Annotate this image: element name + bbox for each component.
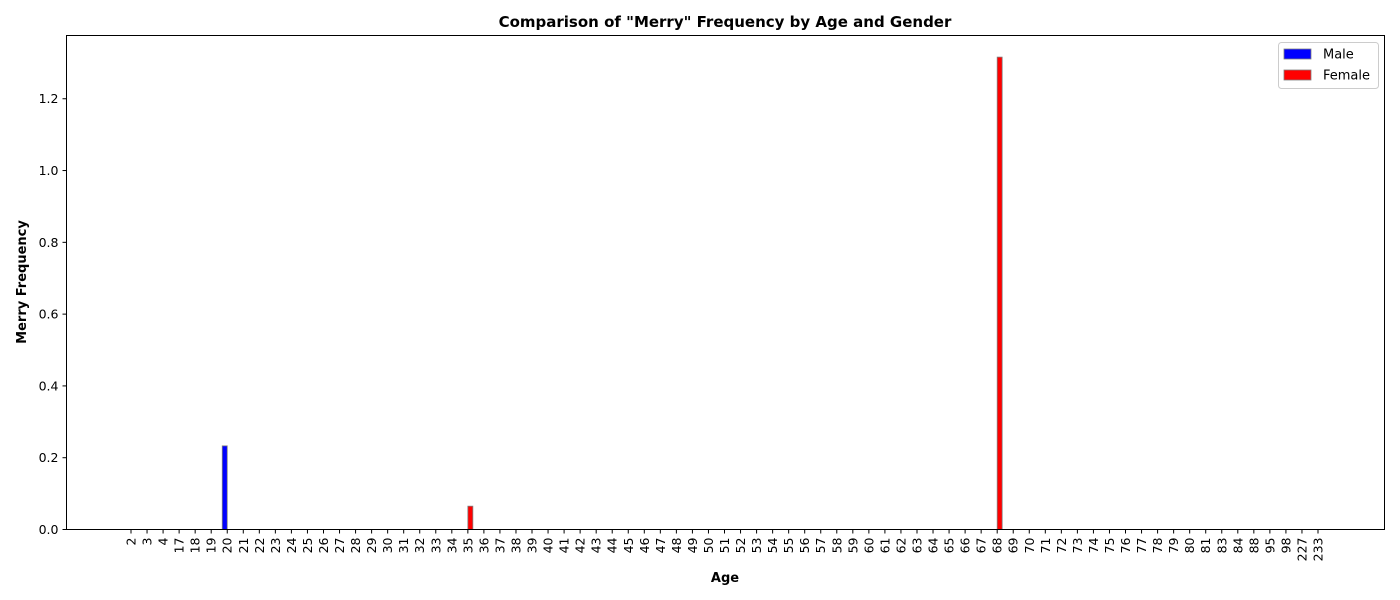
x-tick-label: 27	[332, 538, 347, 554]
y-tick-label: 0.0	[39, 522, 59, 537]
legend-label-female: Female	[1323, 69, 1370, 84]
x-tick-label: 28	[348, 537, 363, 553]
x-tick-label: 37	[492, 538, 507, 554]
x-tick-label: 42	[573, 538, 588, 554]
x-tick-label: 36	[476, 537, 491, 553]
x-tick-label: 80	[1182, 537, 1197, 553]
x-tick-label: 59	[845, 537, 860, 553]
x-tick-label: 81	[1198, 538, 1213, 554]
x-tick-label: 31	[396, 538, 411, 554]
y-tick-label: 0.6	[39, 307, 59, 322]
x-tick-label: 29	[364, 537, 379, 553]
x-tick-label: 84	[1230, 537, 1245, 553]
legend-swatch-female	[1283, 69, 1312, 81]
legend-label-male: Male	[1323, 48, 1354, 63]
y-tick-label: 1.0	[39, 163, 59, 178]
x-tick-label: 20	[220, 537, 235, 553]
x-tick-label: 41	[557, 538, 572, 554]
x-tick-label: 17	[172, 538, 187, 554]
x-tick-label: 78	[1150, 537, 1165, 553]
plot-area-frame	[66, 35, 1385, 530]
y-axis-label: Merry Frequency	[15, 220, 30, 344]
x-axis-label: Age	[711, 571, 739, 586]
x-tick-label: 25	[300, 538, 315, 554]
bar-female-68	[996, 56, 1003, 530]
x-tick-label: 88	[1246, 537, 1261, 553]
x-tick-label: 71	[1038, 538, 1053, 554]
x-tick-label: 38	[508, 537, 523, 553]
x-tick-label: 40	[541, 537, 556, 553]
x-tick-label: 55	[781, 538, 796, 554]
x-tick-label: 51	[717, 538, 732, 554]
x-tick-label: 43	[589, 538, 604, 554]
x-tick-label: 50	[701, 537, 716, 553]
x-tick-label: 2	[124, 538, 139, 546]
x-tick-label: 32	[412, 538, 427, 554]
x-tick-label: 19	[204, 537, 219, 553]
legend-swatch-male	[1283, 48, 1312, 60]
y-tick-label: 0.2	[39, 450, 59, 465]
x-tick-label: 57	[813, 538, 828, 554]
x-tick-label: 63	[909, 538, 924, 554]
x-tick-label: 52	[733, 538, 748, 554]
legend: Male Female	[1278, 42, 1379, 89]
x-tick-label: 95	[1262, 538, 1277, 554]
x-tick-label: 26	[316, 537, 331, 553]
x-tick-label: 60	[861, 537, 876, 553]
x-tick-label: 49	[685, 537, 700, 553]
x-tick-label: 72	[1054, 538, 1069, 554]
x-tick-label: 73	[1070, 538, 1085, 554]
x-tick-label: 64	[926, 537, 941, 553]
x-tick-label: 33	[428, 538, 443, 554]
x-tick-label: 227	[1294, 538, 1309, 562]
x-tick-label: 53	[749, 538, 764, 554]
y-tick-label: 1.2	[39, 91, 59, 106]
x-tick-label: 79	[1166, 537, 1181, 553]
x-tick-label: 21	[236, 538, 251, 554]
x-tick-label: 18	[188, 537, 203, 553]
x-tick-label: 70	[1022, 537, 1037, 553]
x-tick-label: 47	[653, 538, 668, 554]
x-tick-label: 4	[156, 537, 171, 545]
x-tick-label: 233	[1311, 538, 1326, 562]
x-tick-label: 62	[893, 538, 908, 554]
bars-layer	[221, 56, 1003, 530]
y-tick-label: 0.8	[39, 235, 59, 250]
x-tick-label: 66	[958, 537, 973, 553]
x-tick-label: 67	[974, 538, 989, 554]
x-tick-label: 34	[444, 537, 459, 553]
x-tick-label: 77	[1134, 538, 1149, 554]
x-tick-label: 39	[525, 537, 540, 553]
chart-title: Comparison of "Merry" Frequency by Age a…	[499, 13, 952, 31]
x-tick-label: 22	[252, 538, 267, 554]
x-tick-label: 65	[942, 538, 957, 554]
x-tick-label: 56	[797, 537, 812, 553]
bar-male-20	[221, 445, 228, 530]
x-tick-label: 44	[605, 537, 620, 553]
x-tick-label: 35	[460, 538, 475, 554]
x-tick-label: 45	[621, 538, 636, 554]
y-axis: 0.0 0.2 0.4 0.6 0.8 1.0 1.2	[39, 91, 67, 537]
x-tick-label: 68	[990, 537, 1005, 553]
x-tick-label: 61	[877, 538, 892, 554]
x-tick-label: 69	[1006, 537, 1021, 553]
x-tick-label: 54	[765, 537, 780, 553]
x-tick-label: 75	[1102, 538, 1117, 554]
x-tick-label: 74	[1086, 537, 1101, 553]
x-tick-label: 98	[1278, 537, 1293, 553]
x-tick-label: 48	[669, 537, 684, 553]
bar-female-35	[467, 505, 474, 530]
y-tick-label: 0.4	[39, 378, 59, 393]
x-tick-label: 23	[268, 538, 283, 554]
x-tick-label: 83	[1214, 538, 1229, 554]
x-tick-label: 3	[140, 538, 155, 546]
x-axis: 2 3 4 17 18 19 20 21 22 23 24 25 26 27 28 29 30 31 32 33 34 3…	[124, 529, 1326, 562]
x-tick-label: 24	[284, 537, 299, 553]
x-tick-label: 30	[380, 537, 395, 553]
x-tick-label: 46	[637, 537, 652, 553]
x-tick-label: 58	[829, 537, 844, 553]
x-tick-label: 76	[1118, 537, 1133, 553]
